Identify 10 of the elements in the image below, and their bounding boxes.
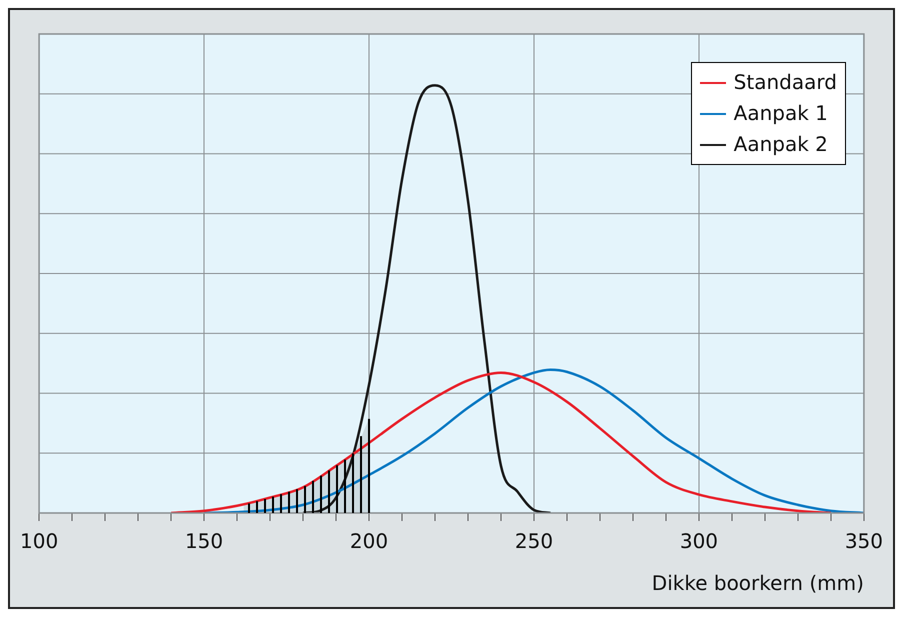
x-tick-label: 200 [350,529,388,554]
legend-label: Standaard [734,69,837,96]
legend-label: Aanpak 1 [734,100,828,127]
x-tick-label: 350 [844,529,884,554]
x-tick-label: 250 [514,529,554,554]
x-tick-label: 300 [680,529,718,554]
x-tick-label: 100 [20,529,58,554]
x-axis-title: Dikke boorkern (mm) [652,571,864,596]
legend-label: Aanpak 2 [734,131,828,158]
x-tick-label: 150 [184,529,224,554]
